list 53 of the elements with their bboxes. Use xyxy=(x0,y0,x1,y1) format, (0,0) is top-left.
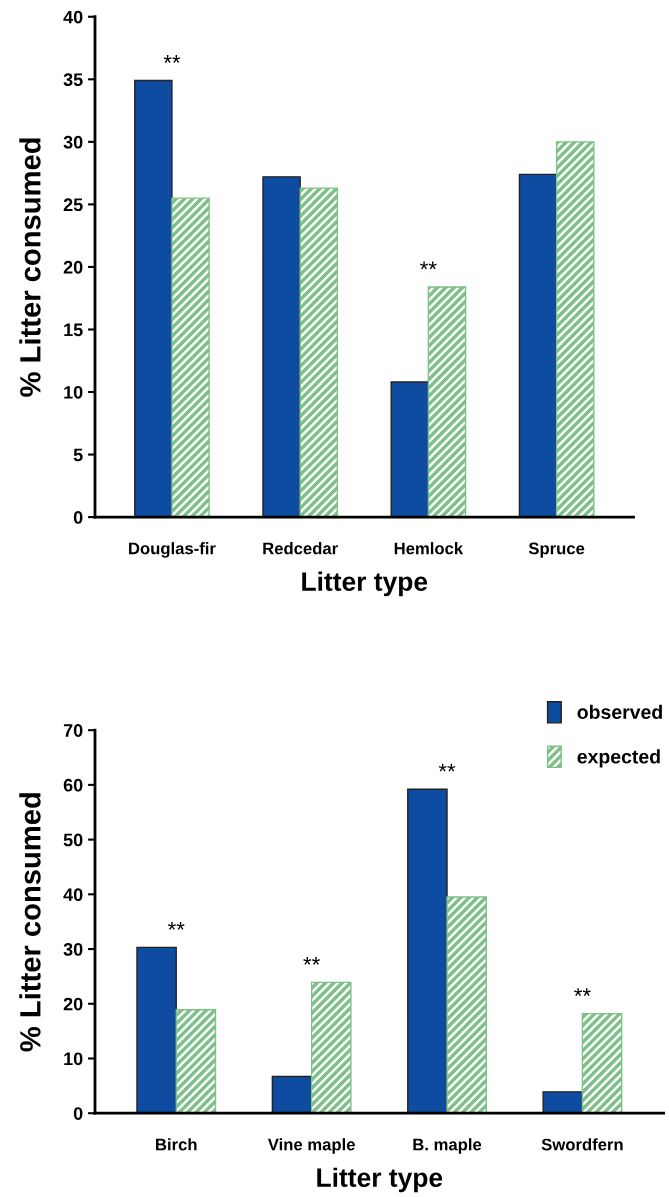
y-tick-label: 40 xyxy=(63,888,83,902)
x-tick-label: B. maple xyxy=(413,1138,482,1154)
x-tick-label: Hemlock xyxy=(394,542,464,555)
y-tick-label: 60 xyxy=(63,778,83,792)
y-tick-label: 35 xyxy=(63,73,83,87)
bar xyxy=(581,1012,623,1114)
bar xyxy=(555,141,595,518)
bar xyxy=(390,381,430,518)
bar xyxy=(310,981,352,1114)
y-tick-label: 20 xyxy=(63,260,83,274)
bar xyxy=(134,79,173,518)
bar xyxy=(171,197,210,518)
bar xyxy=(262,176,301,518)
annotation: ** xyxy=(438,763,456,772)
y-tick-label: 10 xyxy=(64,1052,83,1066)
annotation: ** xyxy=(167,921,185,930)
x-tick-label: Birch xyxy=(156,1138,197,1151)
y-tick-label: 70 xyxy=(63,724,83,737)
legend-label: observed xyxy=(577,704,662,720)
y-tick-label: 20 xyxy=(63,997,83,1011)
x-tick-label: Douglas-fir xyxy=(129,542,216,558)
y-tick-label: 10 xyxy=(64,385,83,399)
bar xyxy=(175,1009,217,1114)
annotation: ** xyxy=(163,55,181,63)
y-tick-label: 0 xyxy=(73,511,83,524)
x-axis-title: Litter type xyxy=(302,571,428,597)
y-tick-label: 5 xyxy=(73,448,83,462)
bar xyxy=(407,788,448,1114)
y-tick-label: 15 xyxy=(64,323,83,337)
annotation: ** xyxy=(303,956,320,965)
x-axis-title: Litter type xyxy=(317,1167,443,1193)
bar xyxy=(427,286,467,518)
annotation: ** xyxy=(574,988,591,996)
x-tick-label: Swordfern xyxy=(541,1138,623,1151)
bar xyxy=(446,896,487,1114)
bar xyxy=(136,946,177,1114)
y-tick-label: 30 xyxy=(63,135,83,149)
annotation: ** xyxy=(420,261,437,270)
legend-label: expected xyxy=(577,749,660,768)
bar xyxy=(518,173,558,518)
x-tick-label: Vine maple xyxy=(267,1138,355,1154)
y-tick-label: 40 xyxy=(63,10,83,24)
bar xyxy=(271,1075,313,1114)
y-tick-label: 50 xyxy=(63,833,83,847)
y-axis-title: % Litter consumed xyxy=(19,793,41,1052)
bar xyxy=(299,187,339,518)
x-tick-label: Spruce xyxy=(528,542,585,558)
y-axis-title: % Litter consumed xyxy=(19,138,41,397)
y-tick-label: 30 xyxy=(63,942,83,956)
bar xyxy=(542,1091,584,1114)
y-tick-label: 0 xyxy=(73,1107,83,1120)
y-tick-label: 25 xyxy=(63,198,83,212)
x-tick-label: Redcedar xyxy=(263,542,338,555)
